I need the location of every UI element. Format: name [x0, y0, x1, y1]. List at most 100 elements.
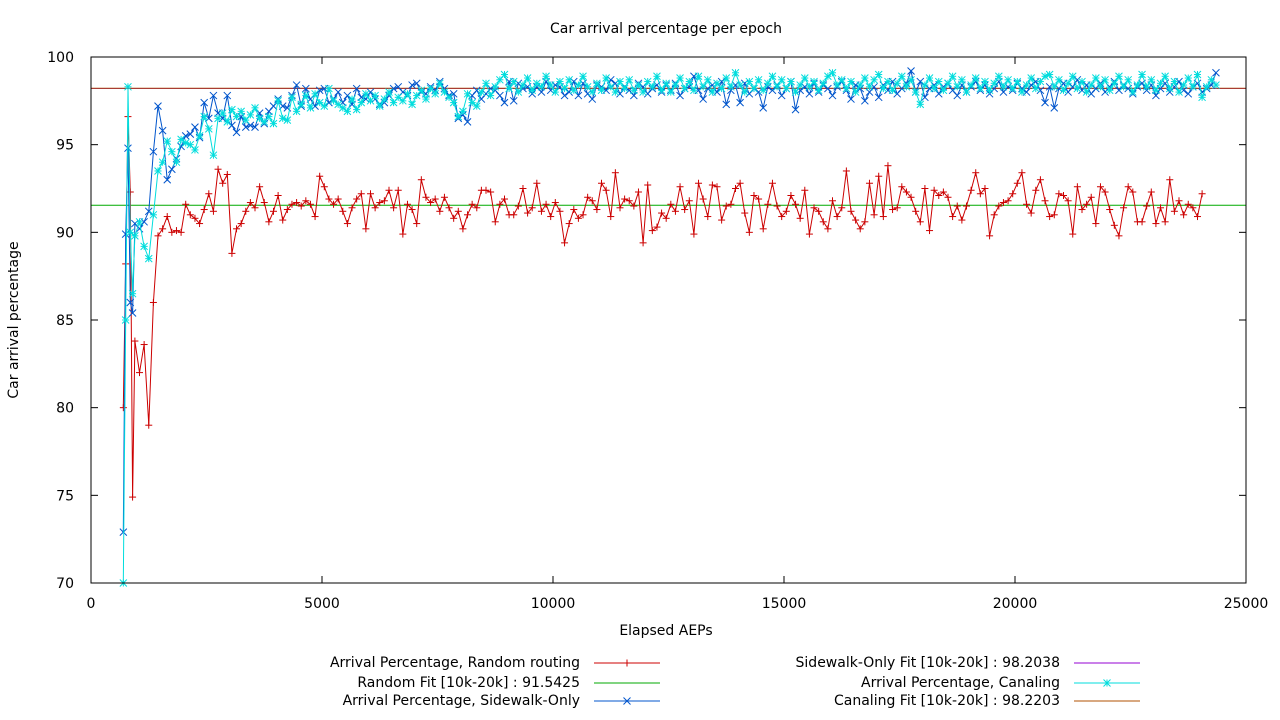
data-point: [800, 74, 809, 82]
data-point: [186, 130, 195, 139]
data-point: [625, 197, 633, 205]
data-point: [274, 192, 282, 200]
data-point: [634, 188, 642, 196]
data-point: [699, 82, 708, 91]
data-point: [736, 179, 744, 187]
data-point: [301, 84, 310, 93]
data-point: [237, 220, 245, 228]
data-point: [454, 207, 462, 215]
data-point: [623, 659, 631, 667]
data-point: [796, 81, 805, 89]
data-point: [343, 91, 352, 100]
data-point: [935, 192, 943, 200]
data-point: [1004, 197, 1012, 205]
data-point: [967, 81, 975, 89]
x-axis-label: Elapsed AEPs: [619, 623, 712, 639]
data-point: [182, 200, 190, 208]
data-point: [865, 82, 874, 91]
data-point: [852, 216, 860, 224]
data-point: [870, 211, 878, 219]
y-axis-label: Car arrival percentage: [6, 241, 22, 398]
data-point: [815, 207, 823, 215]
x-tick-label: 5000: [304, 596, 340, 612]
data-point: [1133, 81, 1142, 89]
data-point: [496, 91, 504, 100]
data-point: [306, 200, 314, 208]
data-point: [976, 190, 984, 198]
data-point: [126, 188, 134, 196]
data-point: [782, 207, 790, 215]
legend-label: Arrival Percentage, Random routing: [329, 655, 580, 671]
x-tick-label: 20000: [993, 596, 1038, 612]
data-point: [265, 112, 273, 121]
data-point: [385, 186, 393, 194]
data-point: [422, 193, 430, 201]
data-point: [403, 89, 412, 98]
data-point: [357, 98, 366, 107]
data-point: [408, 206, 416, 214]
data-point: [875, 172, 883, 180]
data-point: [588, 95, 597, 103]
data-point: [602, 74, 610, 82]
data-point: [302, 197, 310, 205]
data-point: [1124, 183, 1132, 191]
data-point: [856, 225, 864, 233]
data-point: [528, 86, 537, 95]
data-point: [413, 220, 421, 228]
data-point: [999, 82, 1008, 91]
data-point: [625, 75, 634, 84]
data-point: [119, 404, 127, 412]
data-point: [315, 86, 324, 95]
data-point: [861, 218, 869, 226]
data-point: [1022, 81, 1031, 89]
data-point: [135, 217, 144, 226]
data-point: [154, 102, 162, 110]
data-point: [810, 77, 818, 86]
data-point: [445, 204, 453, 212]
data-point: [1069, 230, 1077, 238]
data-point: [514, 88, 523, 96]
data-point: [607, 213, 615, 221]
data-point: [403, 200, 411, 208]
data-point: [232, 128, 241, 137]
data-point: [246, 199, 254, 207]
data-point: [930, 186, 938, 194]
data-point: [209, 91, 218, 100]
data-point: [740, 88, 749, 96]
data-point: [944, 79, 952, 88]
data-point: [949, 213, 957, 221]
data-point: [916, 100, 925, 109]
data-point: [801, 186, 809, 194]
data-point: [597, 86, 606, 95]
series-0: [119, 113, 1206, 501]
data-point: [1036, 176, 1044, 184]
data-point: [334, 88, 343, 96]
data-point: [394, 93, 403, 102]
data-point: [209, 207, 217, 215]
data-point: [1175, 88, 1183, 96]
data-point: [367, 190, 375, 198]
data-point: [158, 126, 167, 135]
data-point: [482, 186, 490, 194]
data-point: [204, 114, 213, 123]
data-point: [1004, 75, 1012, 84]
data-point: [500, 195, 508, 203]
data-point: [496, 200, 504, 208]
data-point: [902, 188, 910, 196]
y-tick-label: 95: [56, 138, 74, 154]
data-point: [888, 86, 897, 95]
data-point: [750, 192, 758, 200]
data-point: [565, 75, 574, 84]
data-point: [598, 179, 606, 187]
data-point: [1068, 72, 1077, 81]
data-point: [925, 74, 934, 82]
data-point: [463, 89, 472, 98]
data-point: [787, 192, 795, 200]
data-point: [842, 167, 850, 175]
data-point: [1101, 75, 1109, 84]
data-point: [214, 165, 222, 173]
data-point: [472, 86, 481, 95]
data-point: [658, 209, 666, 217]
data-point: [228, 249, 236, 257]
data-point: [847, 77, 855, 86]
